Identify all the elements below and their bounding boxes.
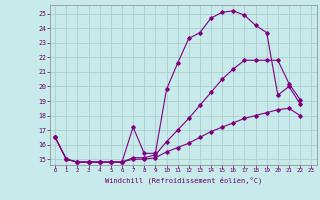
X-axis label: Windchill (Refroidissement éolien,°C): Windchill (Refroidissement éolien,°C) xyxy=(105,176,262,184)
